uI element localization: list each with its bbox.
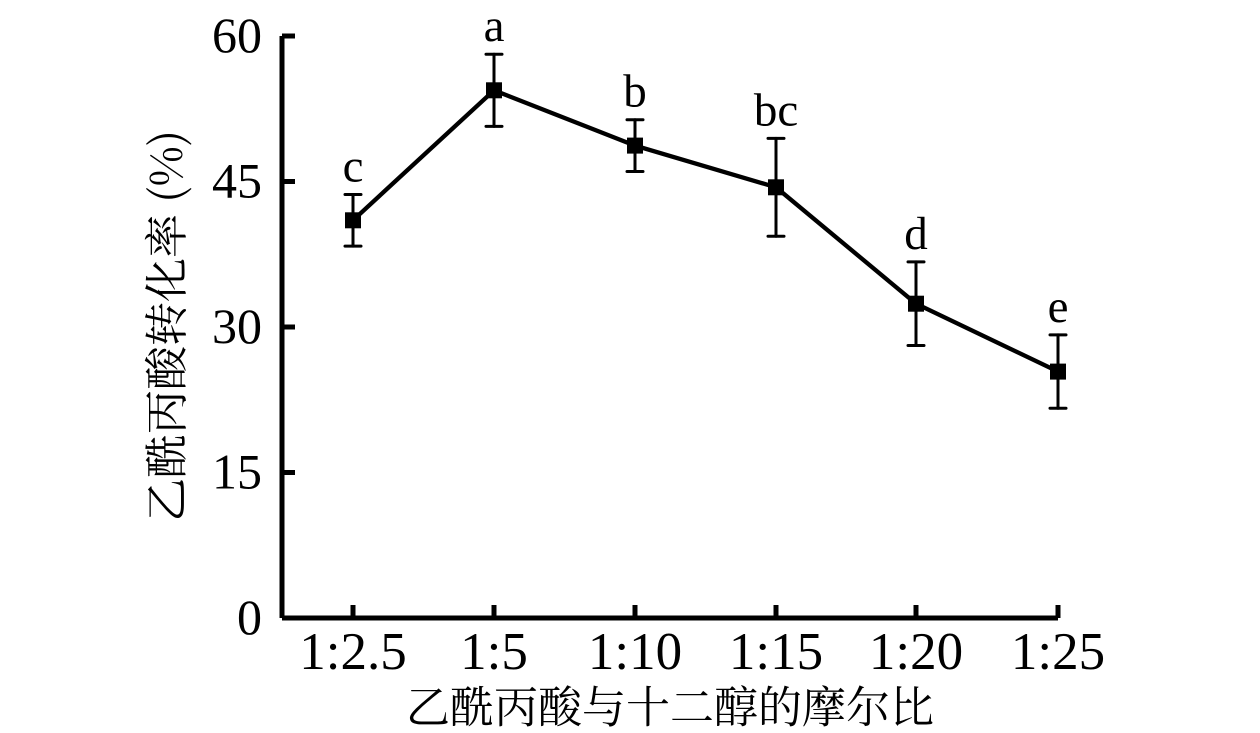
svg-text:1:25: 1:25 [1011,623,1105,681]
svg-text:乙酰丙酸与十二醇的摩尔比: 乙酰丙酸与十二醇的摩尔比 [406,671,934,733]
svg-text:d: d [904,208,928,260]
svg-text:c: c [343,141,364,193]
svg-text:0: 0 [237,589,262,645]
svg-text:30: 30 [212,298,262,354]
svg-text:45: 45 [212,153,262,209]
svg-text:e: e [1048,281,1069,333]
svg-text:60: 60 [212,7,262,63]
svg-text:a: a [484,0,505,52]
svg-text:15: 15 [212,444,262,500]
svg-text:bc: bc [754,84,798,136]
svg-text:b: b [623,66,647,118]
svg-text:乙酰丙酸转化率 (%): 乙酰丙酸转化率 (%) [131,130,195,522]
svg-text:1:2.5: 1:2.5 [299,623,406,681]
